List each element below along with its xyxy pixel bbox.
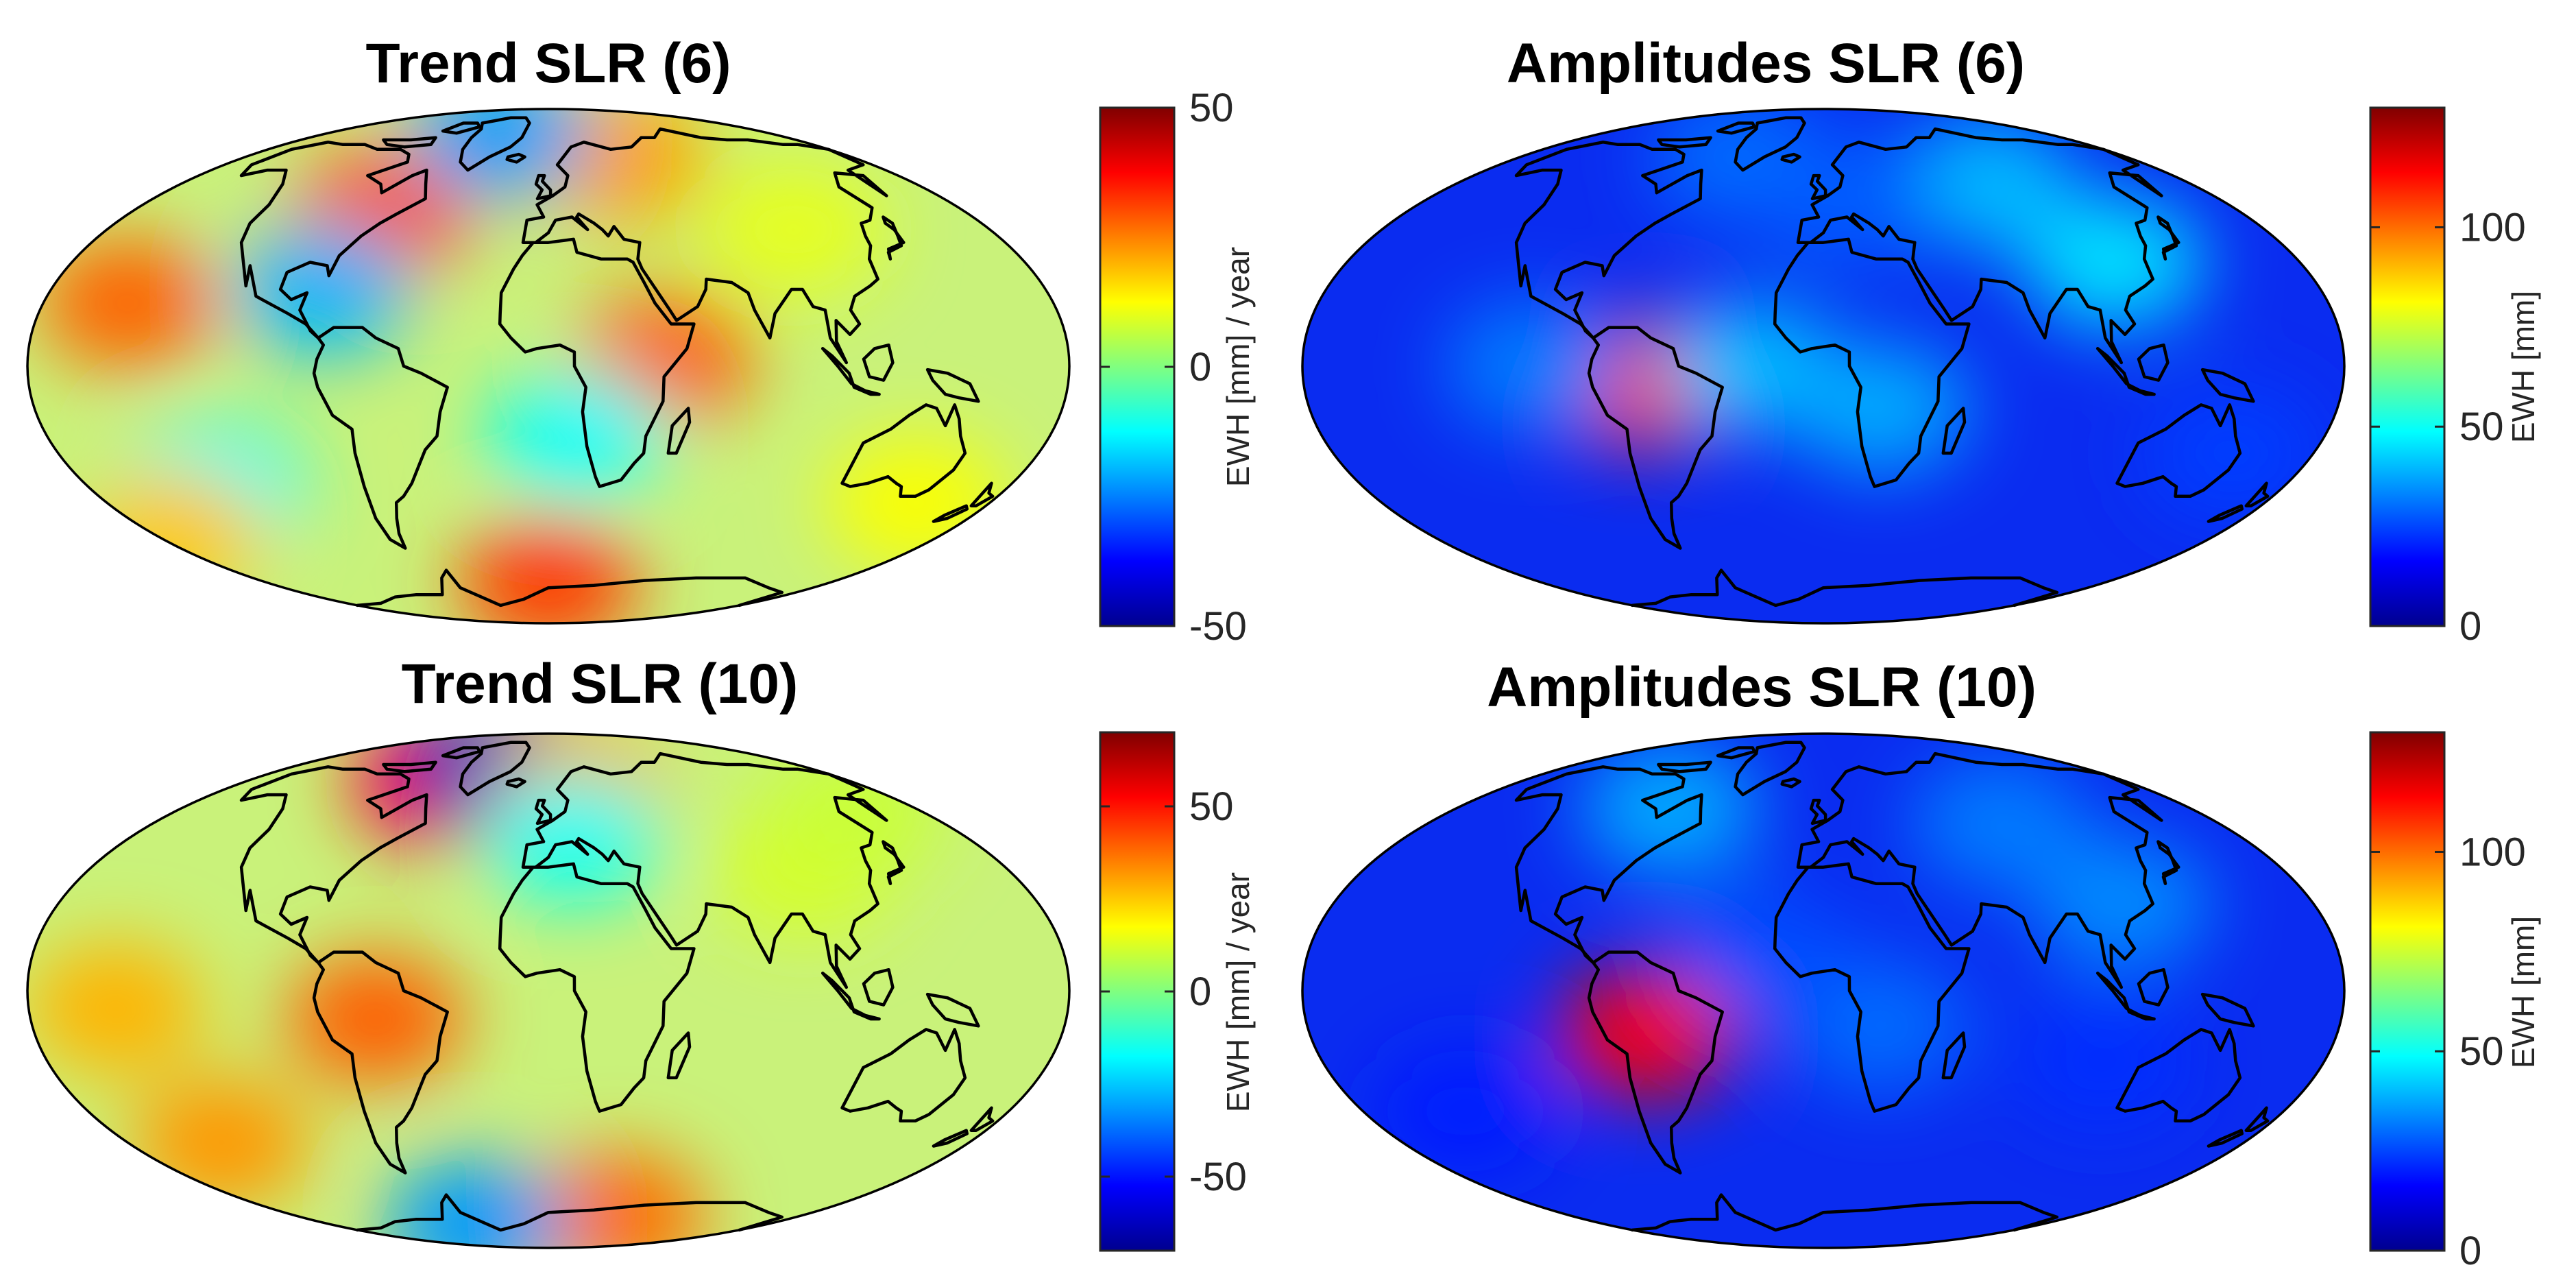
colorbar-tick-label: 0 xyxy=(2459,1229,2481,1273)
colorbar-tick-label: -50 xyxy=(1189,604,1247,649)
colorbar-label: EWH [mm] xyxy=(2505,291,2541,443)
panel-trend-6: Trend SLR (6) 50 0 -50 EWH [mm] / year xyxy=(26,32,1256,649)
coastlines xyxy=(239,741,995,1232)
colorbar-trend-10: 50 0 -50 xyxy=(1099,731,1247,1252)
anomaly-mark xyxy=(38,238,217,369)
anomaly-mark xyxy=(27,943,205,1074)
colorbar-tick-label: 0 xyxy=(1189,345,1211,389)
panel-trend-10: Trend SLR (10) 50 0 -50 EWH [mm] / year xyxy=(26,653,1256,1252)
colorbar-tick-label: 50 xyxy=(1189,86,1234,130)
panel-title: Amplitudes SLR (6) xyxy=(1507,32,2025,95)
anomaly-mark xyxy=(287,954,465,1085)
anomaly-mark xyxy=(410,109,589,199)
anomaly-mark xyxy=(1677,890,1856,1021)
coastlines xyxy=(1514,116,2270,608)
anomaly-mark xyxy=(2142,387,2321,518)
anomaly-mark xyxy=(1376,1046,1555,1177)
colorbar-gradient xyxy=(1099,731,1176,1252)
colorbar-label: EWH [mm] xyxy=(2505,916,2541,1068)
field-layer xyxy=(27,734,1069,1248)
anomaly-mark xyxy=(1910,758,2089,889)
colorbar-tick-label: -50 xyxy=(1189,1155,1247,1199)
panel-amplitudes-10: Amplitudes SLR (10) 100 50 0 EWH [mm] xyxy=(1301,656,2541,1273)
anomaly-mark xyxy=(528,1152,707,1248)
anomaly-mark xyxy=(132,1078,311,1208)
panel-title: Trend SLR (6) xyxy=(365,32,731,95)
panel-amplitudes-6: Amplitudes SLR (6) 100 50 0 EWH [mm] xyxy=(1301,32,2541,649)
anomaly-layer xyxy=(1376,743,2212,1177)
colorbar-amplitudes-10: 100 50 0 xyxy=(2369,731,2526,1273)
anomaly-mark xyxy=(2034,839,2212,970)
map-trend-10 xyxy=(26,732,1071,1249)
colorbar-tick-label: 100 xyxy=(2459,205,2526,250)
field-layer xyxy=(1302,109,2344,623)
map-frame xyxy=(26,108,1071,625)
anomaly-mark xyxy=(483,773,661,904)
colorbar-label: EWH [mm] / year xyxy=(1220,872,1256,1112)
map-amplitudes-6 xyxy=(1301,108,2346,625)
colorbar-tick-label: 100 xyxy=(2459,830,2526,874)
colorbar-tick-label: 0 xyxy=(2459,604,2481,649)
anomaly-mark xyxy=(1557,967,1736,1098)
panel-title: Trend SLR (10) xyxy=(402,653,799,715)
field-layer xyxy=(1302,734,2344,1248)
field-layer xyxy=(27,109,1069,623)
anomaly-mark xyxy=(385,1158,564,1248)
map-frame xyxy=(1301,108,2346,625)
anomaly-mark xyxy=(1791,343,1970,474)
map-trend-6 xyxy=(26,108,1071,625)
anomaly-mark xyxy=(487,371,666,501)
anomaly-mark xyxy=(1756,133,1934,264)
colorbar-amplitudes-6: 100 50 0 xyxy=(2369,106,2526,649)
anomaly-mark xyxy=(2025,197,2204,328)
colorbar-trend-6: 50 0 -50 xyxy=(1099,86,1247,649)
colorbar-tick-label: 0 xyxy=(1189,970,1211,1014)
anomaly-mark xyxy=(232,224,411,354)
colorbar-label: EWH [mm] / year xyxy=(1220,247,1256,487)
anomaly-mark xyxy=(459,518,637,623)
map-amplitudes-10 xyxy=(1301,732,2346,1249)
panel-title: Amplitudes SLR (10) xyxy=(1487,656,2037,719)
coastlines xyxy=(1514,741,2270,1232)
colorbar-gradient xyxy=(2369,731,2446,1252)
anomaly-mark xyxy=(1897,119,2076,250)
map-frame xyxy=(26,732,1071,1249)
colorbar-gradient xyxy=(2369,106,2446,627)
colorbar-gradient xyxy=(1099,106,1176,627)
anomaly-mark xyxy=(704,164,883,295)
coastlines xyxy=(239,116,995,608)
map-frame xyxy=(1301,732,2346,1249)
anomaly-layer xyxy=(1444,109,2321,518)
colorbar-tick-label: 50 xyxy=(2459,405,2504,449)
anomaly-mark xyxy=(2013,996,2191,1126)
anomaly-mark xyxy=(86,468,265,599)
colorbar-tick-label: 50 xyxy=(1189,784,1234,829)
colorbar-tick-label: 50 xyxy=(2459,1029,2504,1074)
anomaly-mark xyxy=(1444,301,1623,431)
